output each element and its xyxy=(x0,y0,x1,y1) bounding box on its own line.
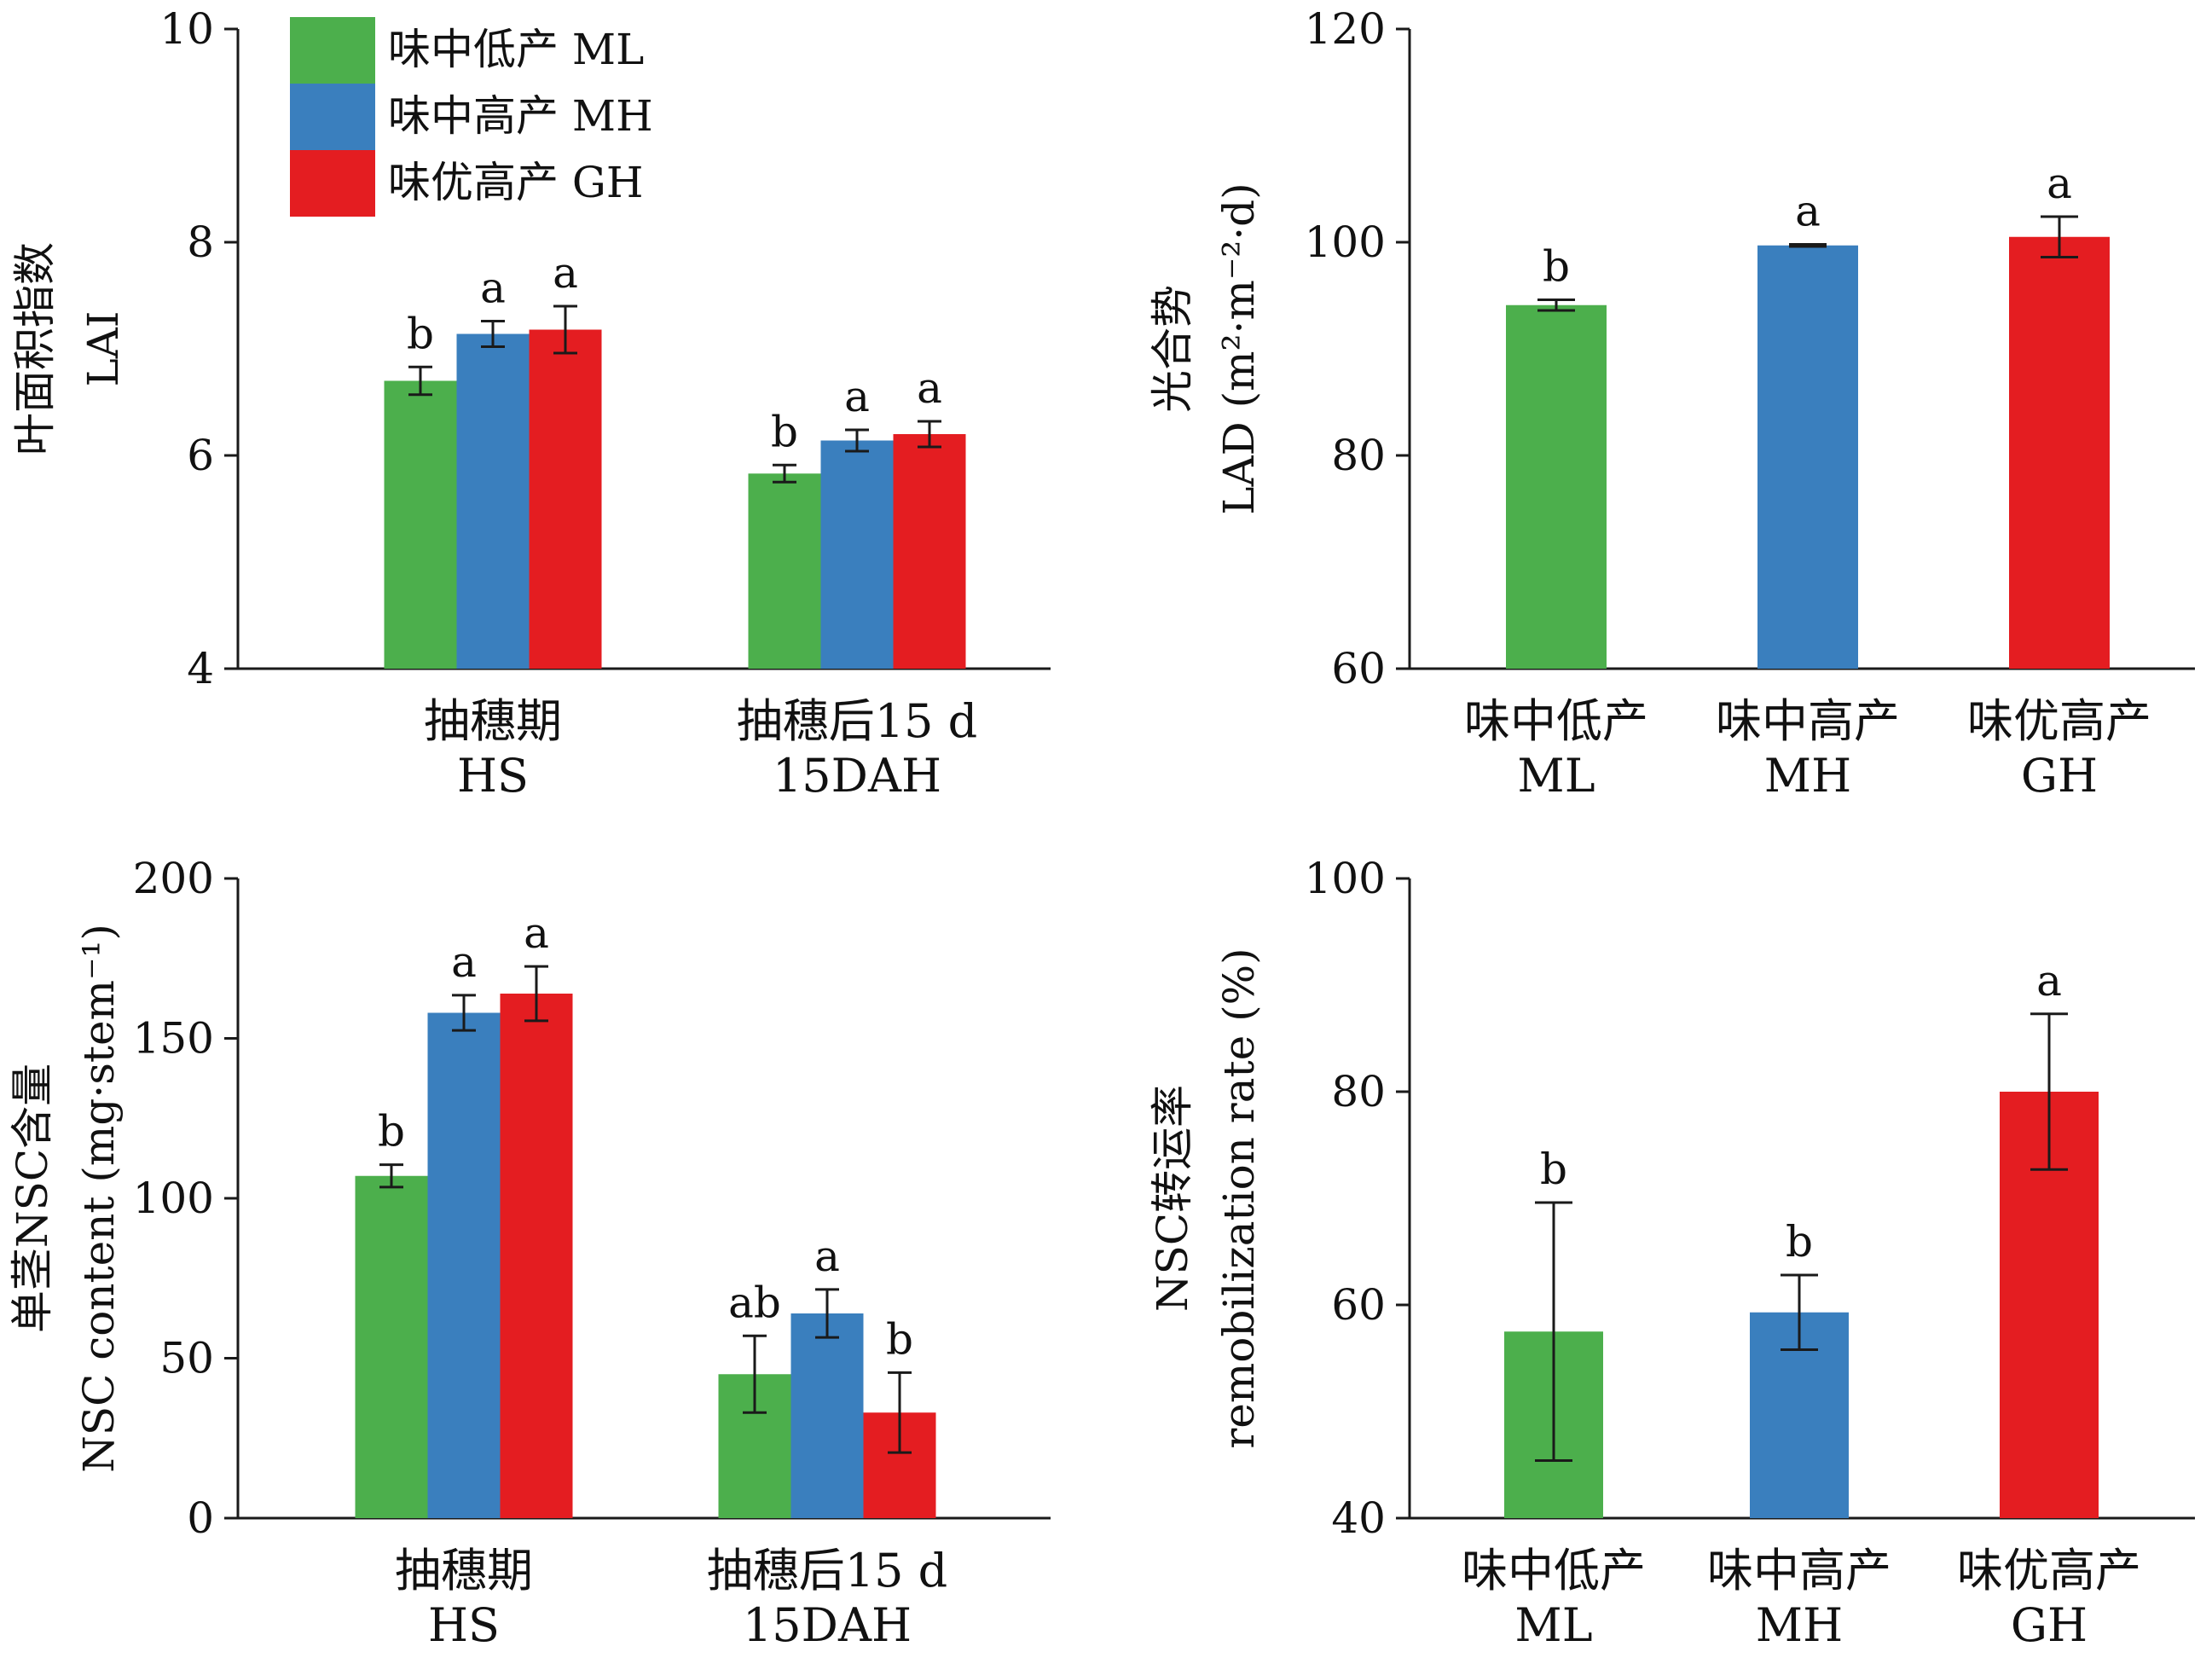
y-tick-label: 60 xyxy=(1331,644,1386,693)
significance-letter: b xyxy=(1540,1145,1567,1194)
bar xyxy=(2009,236,2110,669)
significance-letter: b xyxy=(1786,1217,1813,1267)
x-category-label: 味中高产 xyxy=(1716,694,1900,748)
bar xyxy=(500,994,573,1518)
significance-letter: b xyxy=(407,309,434,358)
y-tick-label: 200 xyxy=(133,854,214,903)
x-category-sublabel: GH xyxy=(2021,749,2098,803)
significance-letter: a xyxy=(524,908,549,958)
y-tick-label: 120 xyxy=(1305,4,1386,54)
x-category-label: 抽穗期 xyxy=(395,1544,533,1597)
y-axis-title-line-2: LAI xyxy=(78,310,128,386)
y-tick-label: 150 xyxy=(133,1014,214,1064)
x-category-label: 抽穗期 xyxy=(424,694,562,748)
y-tick-label: 6 xyxy=(187,431,214,480)
significance-letter: b xyxy=(378,1107,405,1157)
significance-letter: b xyxy=(886,1314,913,1364)
legend-label: 味中高产 MH xyxy=(388,91,653,141)
x-category-label: 味优高产 xyxy=(1967,694,2151,748)
legend-swatch xyxy=(290,150,375,217)
bar xyxy=(790,1313,864,1518)
x-category-sublabel: 15DAH xyxy=(743,1598,912,1652)
bar xyxy=(1506,304,1607,669)
significance-letter: a xyxy=(844,372,870,421)
bar xyxy=(820,440,894,669)
y-axis-title-line-1: NSC转运率 xyxy=(1148,1085,1197,1312)
x-category-sublabel: MH xyxy=(1756,1598,1843,1652)
significance-letter: a xyxy=(480,264,506,313)
x-category-label: 抽穗后15 d xyxy=(737,694,977,748)
legend-label: 味中低产 ML xyxy=(388,25,644,74)
significance-letter: b xyxy=(771,407,798,456)
significance-letter: a xyxy=(1795,187,1821,236)
bar xyxy=(456,333,530,669)
x-category-label: 味优高产 xyxy=(1957,1544,2141,1597)
chart-remob: 40 60 80 100 NSC转运率 remobilization rate (%) 味中… xyxy=(1148,854,2195,1652)
x-category-sublabel: HS xyxy=(457,749,529,803)
significance-letter: a xyxy=(814,1232,840,1281)
significance-letter: b xyxy=(1543,242,1570,292)
y-axis-title-line-2: LAD (m²·m⁻²·d) xyxy=(1214,183,1264,514)
significance-letter: ab xyxy=(728,1278,781,1327)
significance-letter: a xyxy=(2047,159,2072,208)
y-tick-label: 80 xyxy=(1331,1067,1386,1116)
significance-letter: a xyxy=(553,248,578,298)
chart-nsc: 0 50 100 150 200 单茎NSC含量 NSC content (mg·stem⁻… xyxy=(8,854,1051,1652)
y-axis-title-line-1: 叶面积指数 xyxy=(10,242,60,455)
y-tick-label: 60 xyxy=(1331,1280,1386,1330)
significance-letter: a xyxy=(451,937,477,987)
bar xyxy=(384,380,457,669)
x-category-label: 味中高产 xyxy=(1707,1544,1891,1597)
y-tick-label: 0 xyxy=(187,1493,214,1543)
x-category-sublabel: HS xyxy=(428,1598,500,1652)
significance-letter: a xyxy=(2036,956,2062,1006)
bar xyxy=(893,434,966,669)
bar xyxy=(1757,245,1858,669)
x-category-label: 味中低产 xyxy=(1464,694,1648,748)
y-axis-title-line-2: remobilization rate (%) xyxy=(1214,948,1264,1448)
bar xyxy=(529,329,602,669)
y-axis-title-line-2: NSC content (mg·stem⁻¹) xyxy=(74,924,124,1473)
bar xyxy=(355,1175,428,1518)
y-tick-label: 100 xyxy=(1305,854,1386,903)
y-tick-label: 10 xyxy=(159,4,214,54)
significance-letter: a xyxy=(917,363,942,413)
x-category-label: 味中低产 xyxy=(1462,1544,1646,1597)
legend-swatch xyxy=(290,84,375,150)
legend-label: 味优高产 GH xyxy=(388,158,643,207)
y-tick-label: 100 xyxy=(1305,217,1386,267)
bar xyxy=(748,473,821,669)
y-tick-label: 40 xyxy=(1331,1493,1386,1543)
legend-swatch xyxy=(290,17,375,84)
y-tick-label: 80 xyxy=(1331,431,1386,480)
y-tick-label: 4 xyxy=(187,644,214,693)
y-axis-title-line-1: 光合势 xyxy=(1148,285,1197,413)
x-category-sublabel: ML xyxy=(1517,749,1595,803)
y-tick-label: 8 xyxy=(187,217,214,267)
y-axis-title-line-1: 单茎NSC含量 xyxy=(8,1064,57,1333)
x-category-sublabel: 15DAH xyxy=(773,749,941,803)
y-tick-label: 100 xyxy=(133,1174,214,1223)
x-category-label: 抽穗后15 d xyxy=(707,1544,947,1597)
x-category-sublabel: ML xyxy=(1514,1598,1592,1652)
x-category-sublabel: GH xyxy=(2011,1598,2088,1652)
bar xyxy=(427,1012,501,1518)
legend: 味中低产 ML 味中高产 MH 味优高产 GH xyxy=(290,17,653,217)
x-category-sublabel: MH xyxy=(1764,749,1851,803)
y-tick-label: 50 xyxy=(159,1334,214,1383)
